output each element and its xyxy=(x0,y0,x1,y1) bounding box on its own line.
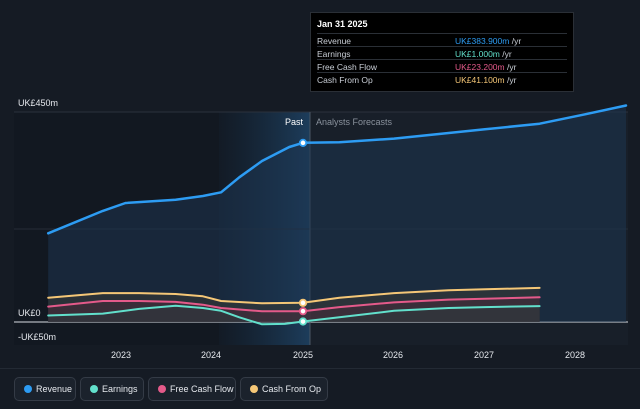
tooltip-row-earnings: Earnings UK£1.000m /yr xyxy=(317,46,567,60)
forecast-label: Analysts Forecasts xyxy=(316,117,393,127)
tooltip-row-cash-from-op: Cash From Op UK£41.100m /yr xyxy=(317,72,567,86)
marker-revenue xyxy=(298,138,308,147)
hover-tooltip: Jan 31 2025 Revenue UK£383.900m /yr Earn… xyxy=(310,12,574,92)
marker-free-cash-flow xyxy=(298,307,308,316)
tooltip-unit: /yr xyxy=(504,62,517,72)
tooltip-row-revenue: Revenue UK£383.900m /yr xyxy=(317,33,567,47)
tooltip-unit: /yr xyxy=(504,75,517,85)
tooltip-label: Revenue xyxy=(317,36,352,46)
x-tick-label: 2028 xyxy=(565,350,585,360)
legend-label: Free Cash Flow xyxy=(170,384,234,394)
legend-dot xyxy=(24,385,32,393)
legend-item-cash-from-op[interactable]: Cash From Op xyxy=(240,377,328,401)
tooltip-value: UK£41.100m xyxy=(455,75,505,85)
tooltip-unit: /yr xyxy=(509,36,522,46)
legend-label: Earnings xyxy=(102,384,138,394)
legend-item-earnings[interactable]: Earnings xyxy=(80,377,144,401)
chart: UK£450m UK£0 -UK£50m Past Analysts Forec… xyxy=(14,98,628,360)
revenue-area xyxy=(48,105,626,322)
legend-item-revenue[interactable]: Revenue xyxy=(14,377,76,401)
legend-label: Revenue xyxy=(36,384,73,394)
y-tick-label: UK£0 xyxy=(18,308,41,318)
x-tick-label: 2023 xyxy=(111,350,131,360)
past-label: Past xyxy=(285,117,304,127)
legend-label: Cash From Op xyxy=(262,384,322,394)
earnings-line[interactable] xyxy=(47,304,541,326)
marker-earnings xyxy=(298,317,308,326)
tooltip-date: Jan 31 2025 xyxy=(317,19,368,29)
tooltip-row-free-cash-flow: Free Cash Flow UK£23.200m /yr xyxy=(317,59,567,73)
tooltip-unit: /yr xyxy=(499,49,512,59)
hover-markers xyxy=(298,138,308,326)
tooltip-label: Free Cash Flow xyxy=(317,62,377,72)
tooltip-label: Earnings xyxy=(317,49,351,59)
x-tick-label: 2027 xyxy=(474,350,494,360)
tooltip-value: UK£383.900m xyxy=(455,36,510,46)
x-tick-label: 2024 xyxy=(201,350,221,360)
tooltip-value: UK£1.000m xyxy=(455,49,500,59)
legend-item-free-cash-flow[interactable]: Free Cash Flow xyxy=(148,377,236,401)
free-cash-flow-line[interactable] xyxy=(47,296,541,313)
y-tick-label: UK£450m xyxy=(18,98,58,108)
marker-cash-from-op xyxy=(298,298,308,307)
legend-dot xyxy=(90,385,98,393)
legend-dot xyxy=(250,385,258,393)
y-tick-label: -UK£50m xyxy=(18,332,56,342)
x-tick-label: 2026 xyxy=(383,350,403,360)
tooltip-value: UK£23.200m xyxy=(455,62,505,72)
chart-legend: Revenue Earnings Free Cash Flow Cash Fro… xyxy=(0,368,640,409)
x-tick-label: 2025 xyxy=(293,350,313,360)
x-axis: 2023 2024 2025 2026 2027 2028 xyxy=(111,350,585,360)
revenue-line[interactable] xyxy=(46,104,628,235)
legend-dot xyxy=(158,385,166,393)
tooltip-label: Cash From Op xyxy=(317,75,373,85)
cash-from-op-line[interactable] xyxy=(47,286,541,305)
